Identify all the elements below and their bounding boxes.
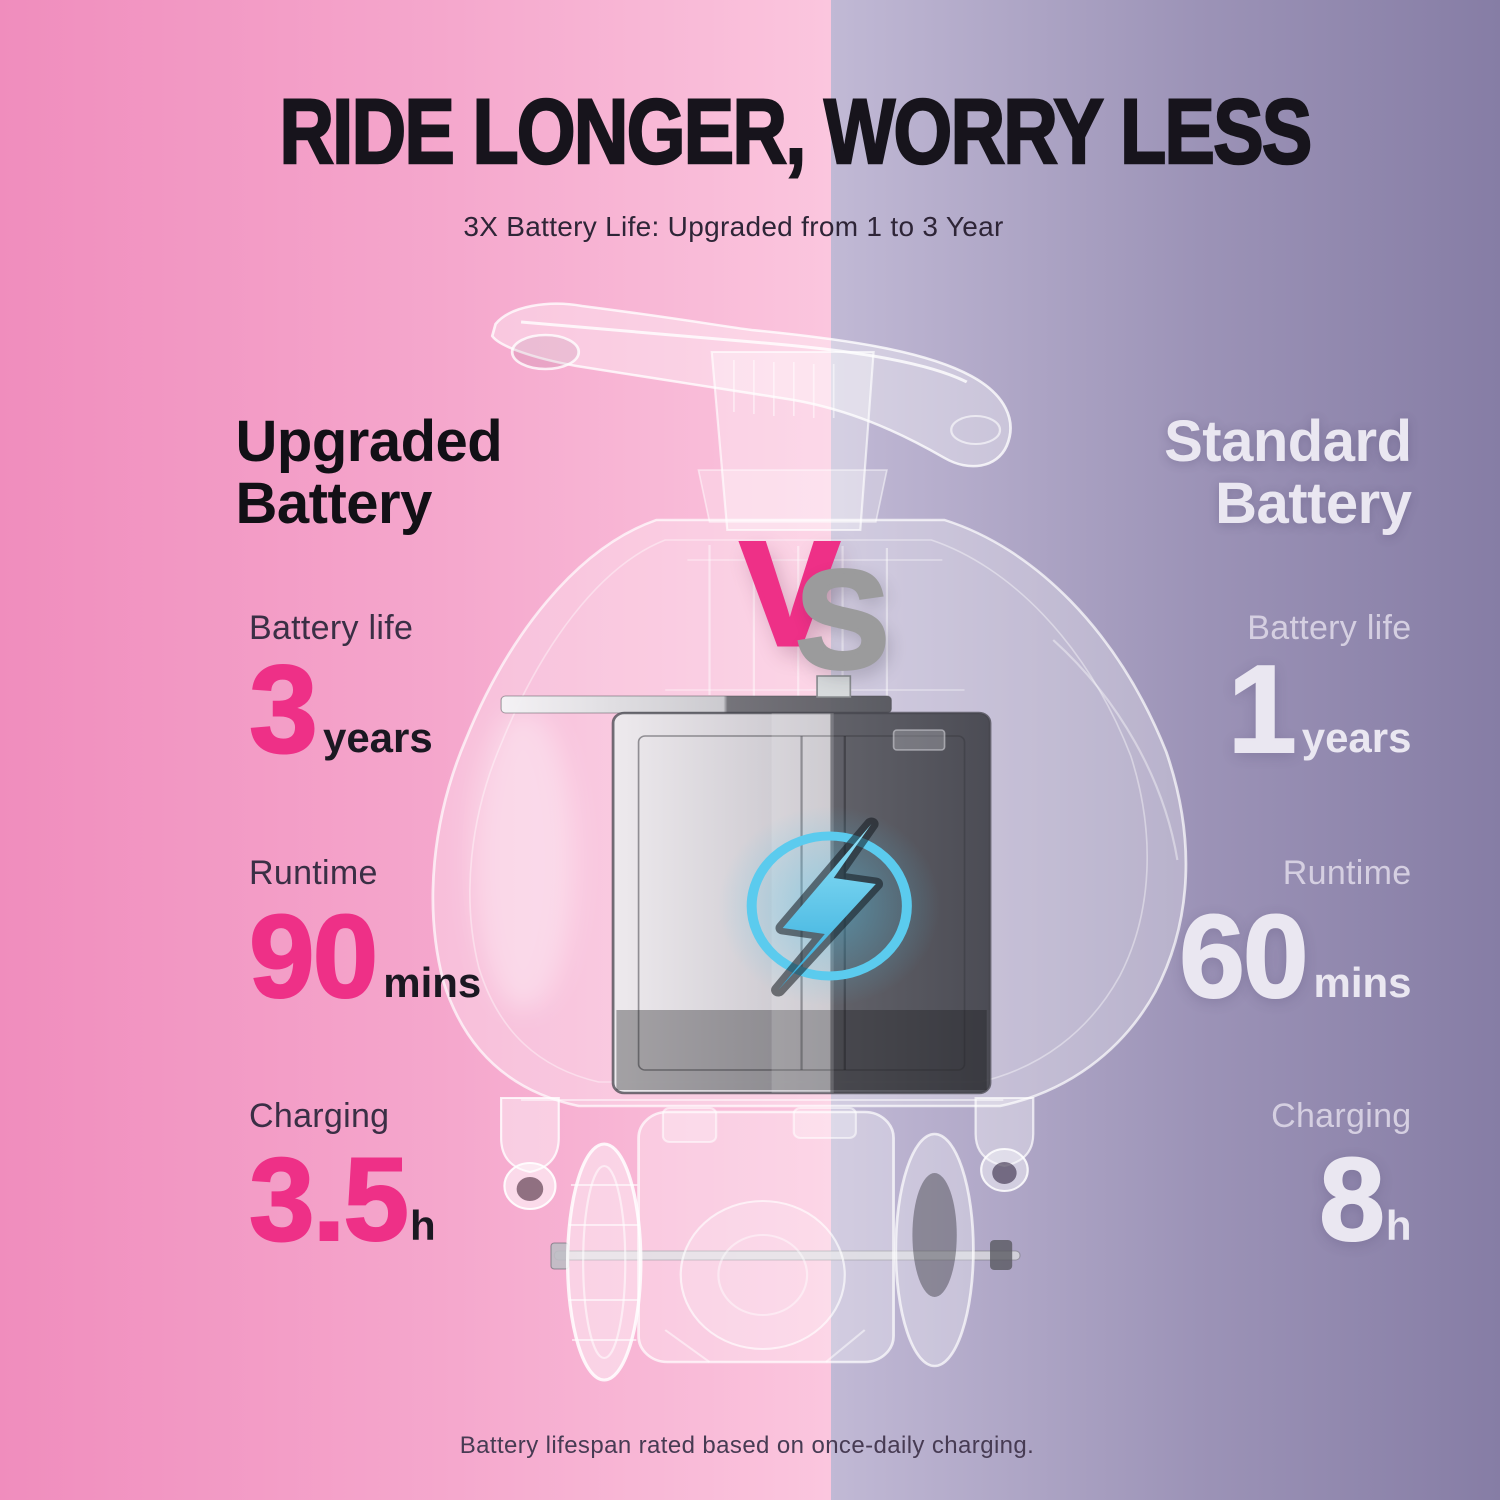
right-heading-line-1: Standard (1164, 409, 1412, 474)
right-charging-value: 8 h (1318, 1134, 1412, 1266)
undercarriage (500, 1097, 1035, 1382)
left-wheel (565, 1142, 643, 1382)
left-charging-value: 3.5 h (248, 1134, 436, 1266)
left-battery-life-unit: years (322, 714, 433, 761)
vs-letter-s: S (794, 543, 891, 697)
left-panel-heading: Upgraded Battery (236, 411, 503, 535)
gearbox (637, 1107, 895, 1364)
left-runtime-value: 90 mins (248, 891, 482, 1023)
right-heading-line-2: Battery (1215, 471, 1412, 536)
left-runtime-unit: mins (383, 959, 482, 1006)
left-heading-line-1: Upgraded (235, 409, 503, 474)
left-battery-life-number: 3 (248, 641, 319, 779)
right-battery-life-value: 1 years (1227, 641, 1412, 779)
lightning-bolt-icon (778, 824, 876, 990)
footer-note: Battery lifespan rated based on once-dai… (459, 1432, 1035, 1459)
left-battery-life-value: 3 years (248, 641, 433, 779)
right-runtime-unit: mins (1313, 959, 1412, 1006)
right-charging-number: 8 (1318, 1134, 1386, 1266)
caster-right (974, 1097, 1035, 1192)
left-runtime-label: Runtime (249, 854, 378, 892)
right-charging-label: Charging (1271, 1097, 1412, 1135)
handlebar (490, 302, 1012, 468)
left-charging-unit: h (410, 1202, 436, 1249)
page-subtitle: 3X Battery Life: Upgraded from 1 to 3 Ye… (463, 211, 1004, 242)
right-charging-unit: h (1385, 1202, 1412, 1249)
vs-letter-v: V (738, 512, 840, 675)
left-heading-line-2: Battery (235, 471, 433, 536)
right-runtime-value: 60 mins (1178, 891, 1412, 1023)
right-battery-life-number: 1 (1227, 641, 1298, 779)
right-panel-heading: Standard Battery (1164, 409, 1412, 536)
caster-left (500, 1097, 560, 1210)
left-battery-life-label: Battery life (249, 609, 414, 647)
left-runtime-number: 90 (248, 891, 379, 1023)
battery-clip (816, 675, 852, 698)
right-battery-life-label: Battery life (1247, 609, 1412, 647)
page-title: RIDE LONGER, WORRY LESS (278, 81, 1313, 183)
battery-box (500, 675, 992, 1095)
right-wheel (894, 1132, 975, 1368)
right-runtime-label: Runtime (1282, 854, 1412, 892)
steering-column (697, 351, 888, 531)
left-charging-number: 3.5 (248, 1134, 410, 1266)
right-runtime-number: 60 (1178, 891, 1309, 1023)
left-charging-label: Charging (249, 1097, 390, 1135)
right-battery-life-unit: years (1301, 714, 1412, 761)
lightning-badge (746, 817, 912, 997)
